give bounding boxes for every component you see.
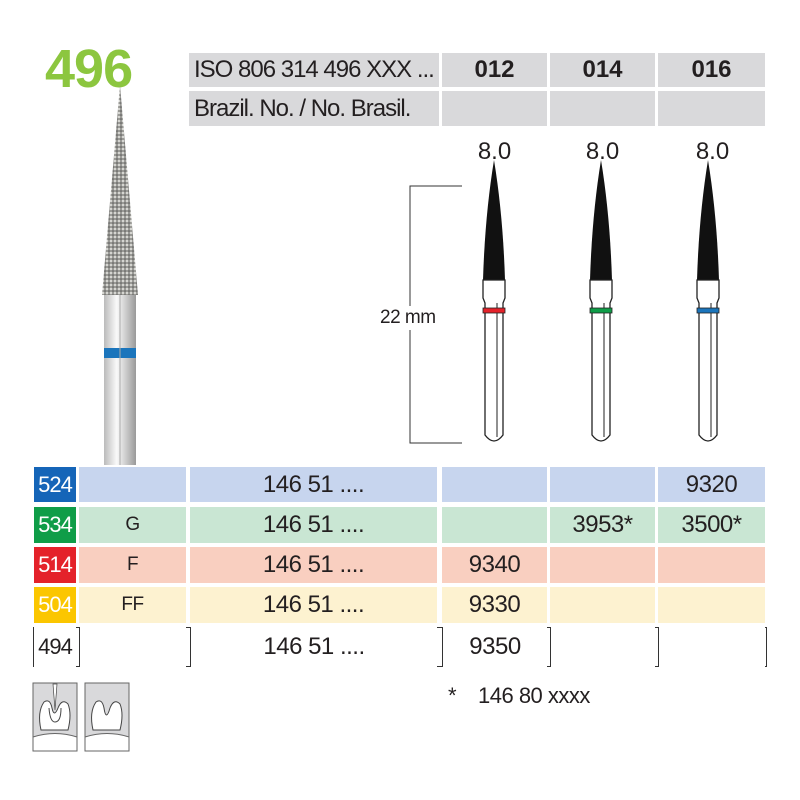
- length-value: 8.0: [477, 138, 512, 165]
- series-code: 524: [38, 471, 73, 497]
- series-code-cell: 494: [34, 627, 76, 667]
- product-number: 496: [45, 39, 133, 99]
- reference-number: 146 51 ....: [262, 511, 365, 538]
- grit-label: FF: [121, 594, 144, 615]
- size-label: 016: [691, 56, 732, 83]
- grit-label: G: [125, 514, 140, 535]
- bur-drawing: [696, 160, 720, 442]
- iso-label-cell: ISO 806 314 496 XXX ...: [189, 53, 439, 87]
- length-value: 8.0: [695, 138, 730, 165]
- grit-label-cell: FF: [79, 587, 186, 623]
- value-012: 9350: [469, 633, 521, 660]
- footnote-marker-wrap: *: [448, 683, 457, 709]
- reference-number-cell: 146 51 ....: [190, 547, 437, 583]
- size-label: 014: [582, 56, 623, 83]
- value-012-cell: 9330: [442, 587, 547, 623]
- brazil-label-cell: Brazil. No. / No. Brasil.: [189, 91, 439, 126]
- value-012-cell: 9350: [442, 627, 547, 667]
- value-014-cell: [550, 587, 655, 623]
- bur-photo: [102, 85, 138, 465]
- series-code-cell: 514: [34, 547, 76, 583]
- reference-number-cell: 146 51 ....: [190, 507, 437, 543]
- value-014-cell: [550, 467, 655, 502]
- brazil-value-012: [442, 91, 547, 126]
- value-016-cell: [658, 587, 765, 623]
- value-016-cell: [658, 547, 765, 583]
- series-code: 514: [38, 552, 73, 577]
- bur-drawing: [482, 160, 506, 442]
- footnote-text: 146 80 xxxx: [478, 683, 590, 708]
- value-016: 3500*: [681, 511, 742, 538]
- value-016-cell: 3500*: [658, 507, 765, 543]
- reference-number: 146 51 ....: [262, 591, 365, 618]
- length-016: 8.0: [660, 138, 765, 166]
- value-012: 9330: [468, 591, 521, 618]
- grit-label-cell: G: [79, 507, 186, 543]
- footnote-marker: *: [448, 683, 457, 708]
- reference-number: 146 51 ....: [262, 551, 365, 578]
- value-012-cell: [442, 467, 547, 502]
- iso-label: ISO 806 314 496 XXX ...: [194, 56, 435, 83]
- length-014: 8.0: [550, 138, 655, 166]
- tooth-preparation-with-bur-icon: [32, 682, 78, 752]
- grit-label-cell: [79, 627, 186, 667]
- value-016-cell: 9320: [658, 467, 765, 502]
- size-header-016: 016: [658, 53, 765, 87]
- value-016-cell: [658, 627, 765, 667]
- brazil-value-016: [658, 91, 765, 126]
- size-header-014: 014: [550, 53, 655, 87]
- series-code: 494: [38, 634, 73, 659]
- dimension-label: 22 mm: [378, 306, 438, 330]
- size-label: 012: [474, 56, 515, 83]
- length-012: 8.0: [442, 138, 547, 166]
- value-014-cell: 3953*: [550, 507, 655, 543]
- reference-number: 146 51 ....: [263, 633, 365, 660]
- series-code-cell: 524: [34, 467, 76, 502]
- series-code-cell: 534: [34, 507, 76, 543]
- value-016: 9320: [685, 470, 738, 498]
- reference-number-cell: 146 51 ....: [190, 627, 437, 667]
- size-header-012: 012: [442, 53, 547, 87]
- brazil-label: Brazil. No. / No. Brasil.: [194, 94, 411, 122]
- length-value: 8.0: [585, 138, 620, 165]
- grit-label-cell: [79, 467, 186, 502]
- series-code: 504: [38, 592, 73, 617]
- grit-label: F: [126, 554, 139, 575]
- grit-label-cell: F: [79, 547, 186, 583]
- tooth-preparation-result-icon: [84, 682, 130, 752]
- value-012-cell: [442, 507, 547, 543]
- reference-number: 146 51 ....: [262, 470, 365, 498]
- series-code: 534: [38, 512, 73, 537]
- footnote: 146 80 xxxx: [478, 683, 590, 709]
- value-014-cell: [550, 627, 655, 667]
- value-012-cell: 9340: [442, 547, 547, 583]
- brazil-value-014: [550, 91, 655, 126]
- dimension-text: 22 mm: [380, 307, 436, 328]
- reference-number-cell: 146 51 ....: [190, 467, 437, 502]
- value-014-cell: [550, 547, 655, 583]
- series-code-cell: 504: [34, 587, 76, 623]
- reference-number-cell: 146 51 ....: [190, 587, 437, 623]
- bur-drawing: [589, 160, 613, 442]
- bur-drawings: [482, 160, 720, 442]
- value-014: 3953*: [572, 511, 633, 538]
- value-012: 9340: [468, 551, 521, 578]
